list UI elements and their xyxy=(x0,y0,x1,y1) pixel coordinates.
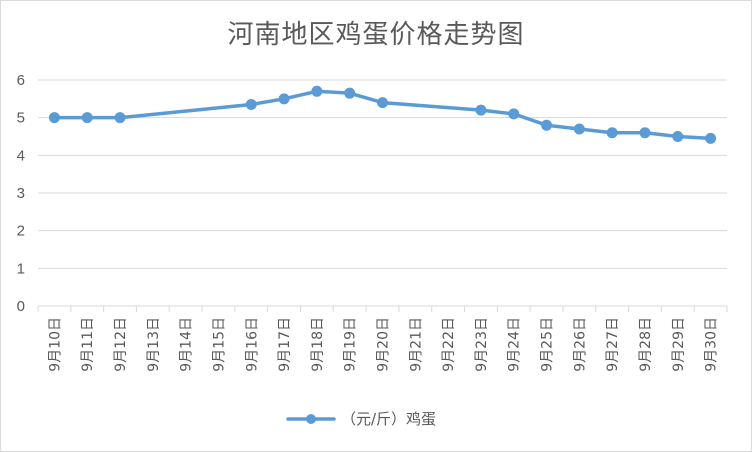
legend-marker xyxy=(306,414,316,424)
data-point xyxy=(508,108,520,120)
x-tick-label: 9月25日 xyxy=(540,317,556,372)
legend-label: （元/斤）鸡蛋 xyxy=(341,410,436,428)
x-tick-label: 9月28日 xyxy=(638,317,654,372)
chart-title: 河南地区鸡蛋价格走势图 xyxy=(227,20,525,50)
data-point xyxy=(639,127,651,139)
y-tick-label: 1 xyxy=(17,260,25,277)
y-tick-label: 6 xyxy=(17,72,25,89)
series-line xyxy=(52,89,713,141)
x-tick-label: 9月10日 xyxy=(47,317,63,372)
x-tick-label: 9月16日 xyxy=(244,317,260,372)
x-tick-label: 9月15日 xyxy=(211,317,227,372)
data-point xyxy=(114,112,126,124)
x-tick-label: 9月30日 xyxy=(704,317,720,372)
x-tick-label: 9月14日 xyxy=(179,317,195,372)
y-tick-label: 3 xyxy=(17,185,25,202)
x-tick-label: 9月19日 xyxy=(343,317,359,372)
data-point xyxy=(475,104,487,116)
x-tick-label: 9月11日 xyxy=(80,317,96,372)
x-tick-label: 9月22日 xyxy=(441,317,457,372)
y-tick-label: 0 xyxy=(17,298,25,315)
x-tick-label: 9月17日 xyxy=(277,317,293,372)
data-point xyxy=(573,123,585,135)
x-tick-label: 9月29日 xyxy=(671,317,687,372)
x-tick-label: 9月26日 xyxy=(572,317,588,372)
data-point xyxy=(377,97,388,109)
x-tick-label: 9月24日 xyxy=(507,317,523,372)
data-point xyxy=(344,87,356,99)
x-tick-label: 9月23日 xyxy=(474,317,490,372)
y-tick-label: 4 xyxy=(17,147,25,164)
data-point xyxy=(541,119,553,131)
x-tick-label: 9月27日 xyxy=(605,317,621,372)
data-point xyxy=(672,131,684,142)
data-point xyxy=(245,98,257,110)
x-tick-label: 9月12日 xyxy=(113,317,129,372)
data-point xyxy=(81,112,93,124)
x-tick-label: 9月20日 xyxy=(376,317,392,372)
data-point xyxy=(705,132,717,144)
x-tick-label: 9月21日 xyxy=(408,317,424,372)
y-tick-label: 5 xyxy=(17,110,25,127)
data-point xyxy=(48,112,60,124)
x-tick-label: 9月18日 xyxy=(310,317,326,372)
y-tick-label: 2 xyxy=(17,223,25,240)
data-point xyxy=(606,127,618,139)
data-point xyxy=(278,93,290,105)
x-tick-label: 9月13日 xyxy=(146,317,162,372)
data-point xyxy=(311,85,323,97)
